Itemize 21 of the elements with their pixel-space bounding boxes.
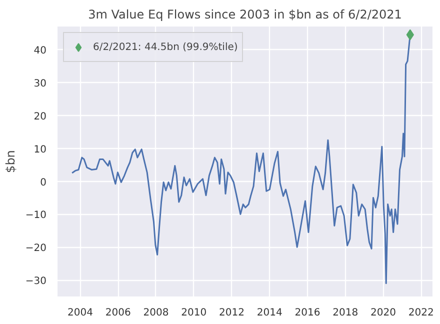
legend-label: 6/2/2021: 44.5bn (99.9%tile): [93, 42, 238, 52]
y-tick-label: 0: [40, 177, 47, 188]
x-tick-label: 2010: [181, 308, 207, 318]
x-tick-label: 2020: [370, 308, 396, 318]
y-tick-label: −10: [25, 210, 47, 222]
x-tick-label: 2006: [105, 308, 131, 318]
x-tick-label: 2008: [143, 308, 169, 318]
y-tick-label: 20: [34, 111, 47, 122]
y-tick-label: 30: [34, 78, 47, 90]
y-tick-label: −30: [25, 276, 47, 288]
x-tick-label: 2014: [256, 308, 282, 318]
x-tick-label: 2016: [294, 308, 320, 318]
x-tick-label: 2022: [408, 308, 434, 318]
chart-title: 3m Value Eq Flows since 2003 in $bn as of 6/2/2021: [88, 8, 402, 22]
x-tick-label: 2004: [68, 308, 93, 318]
x-tick-label: 2018: [332, 308, 358, 318]
y-tick-label: 10: [34, 144, 47, 156]
y-tick-label: −20: [25, 243, 47, 254]
x-tick-label: 2012: [219, 308, 244, 318]
y-axis-title: $bn: [3, 150, 18, 173]
y-tick-label: 40: [34, 46, 47, 57]
